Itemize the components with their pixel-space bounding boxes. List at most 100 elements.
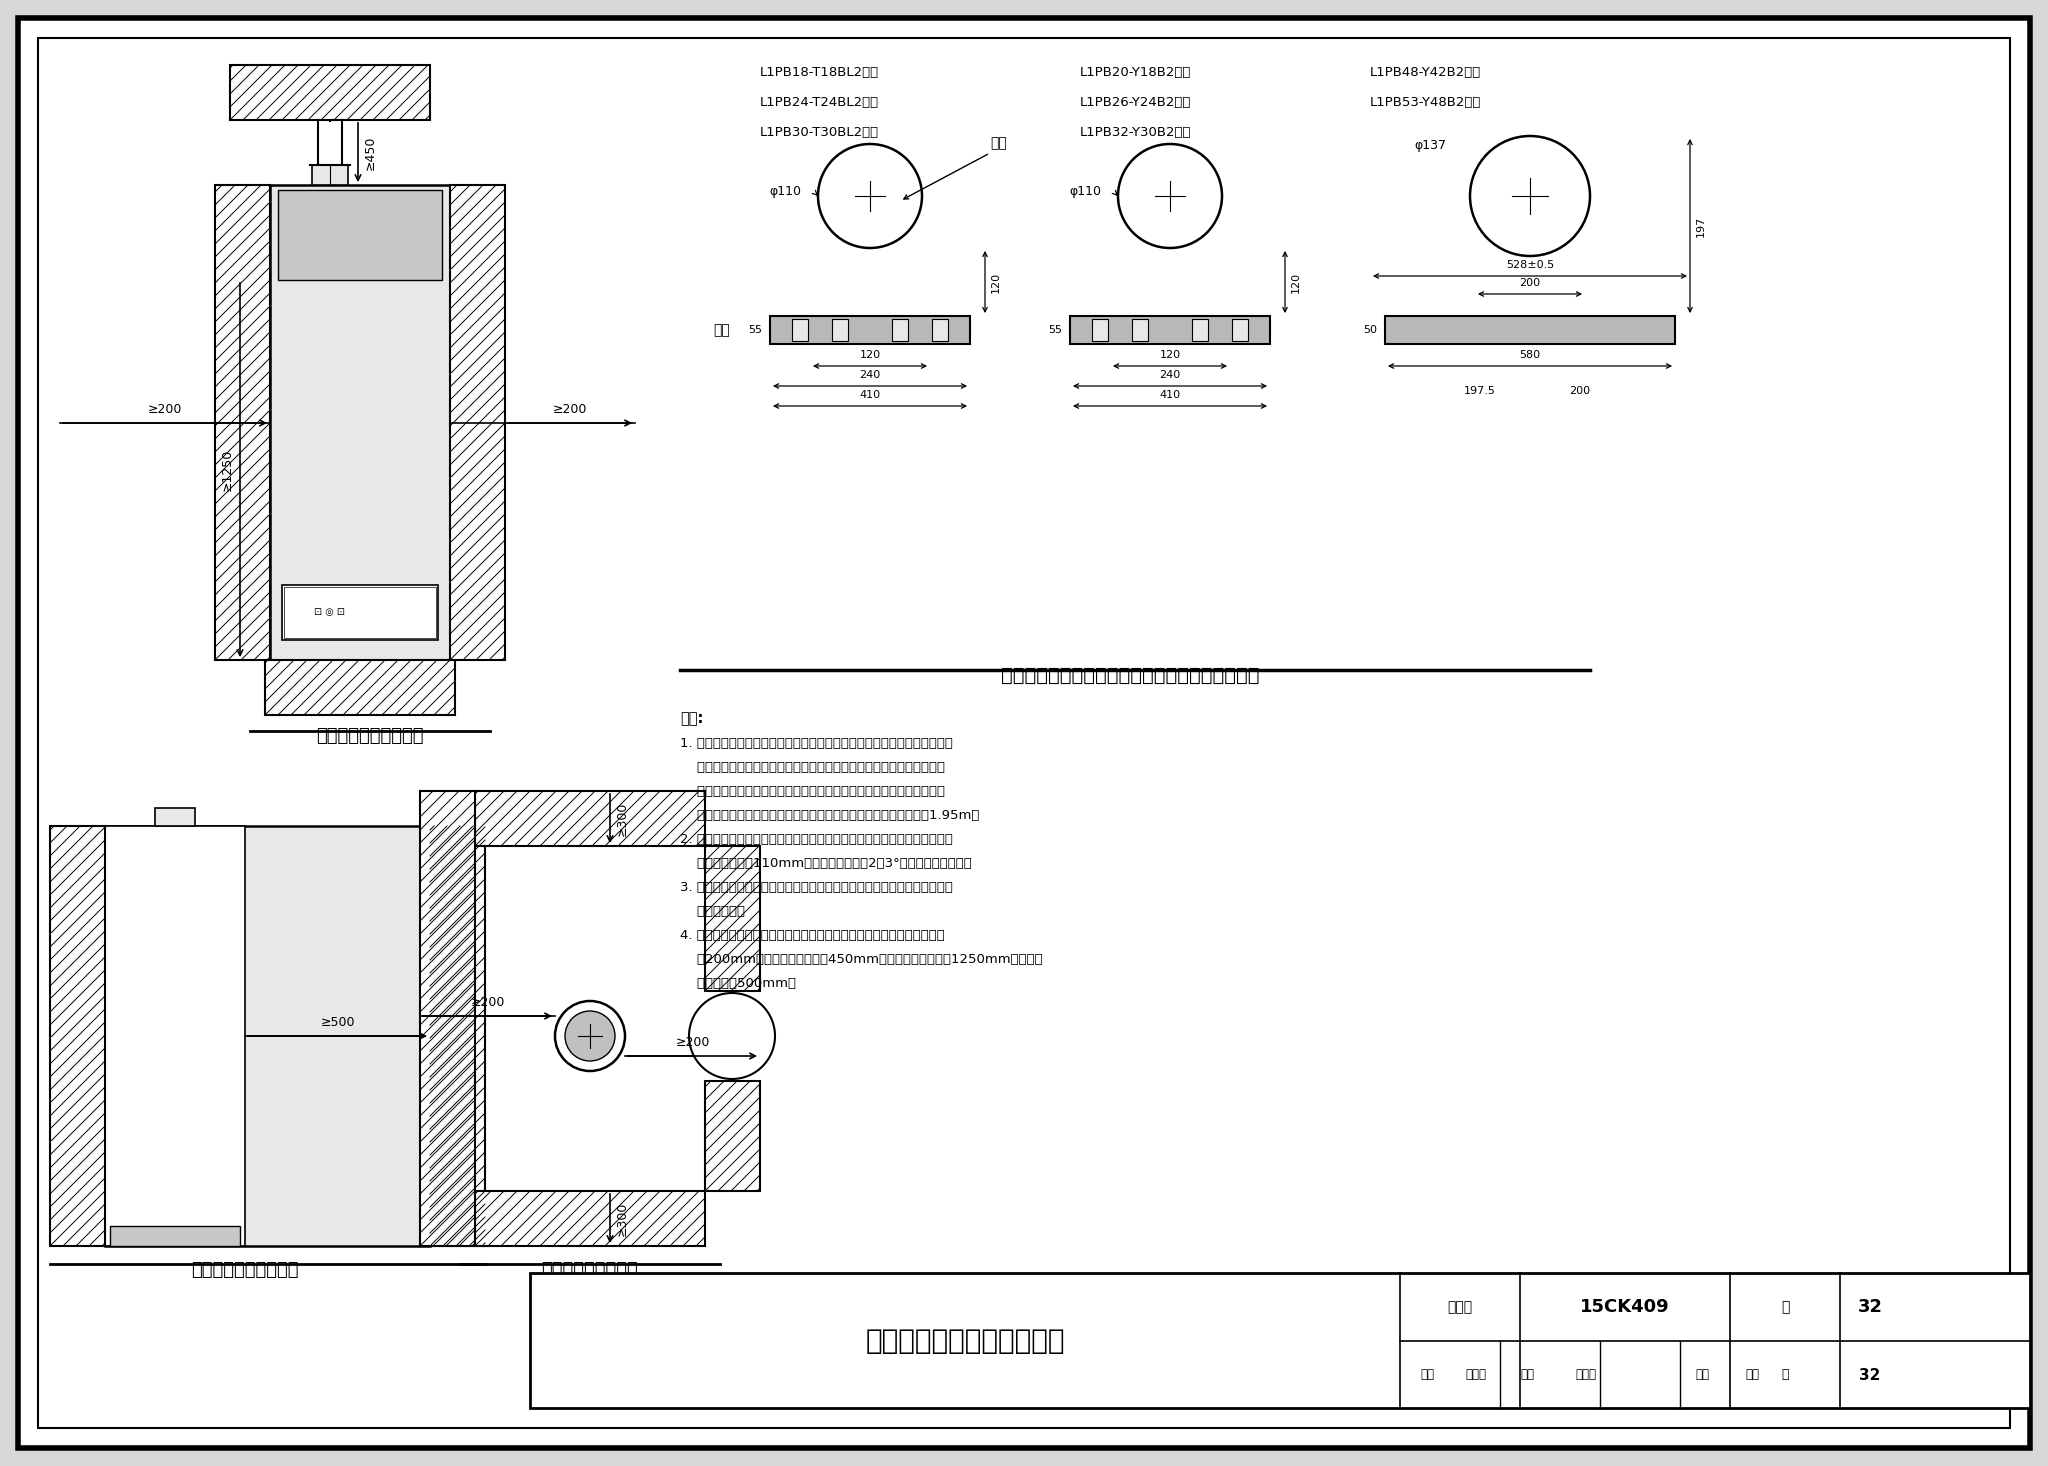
Text: 距不能小于500mm。: 距不能小于500mm。 bbox=[680, 976, 797, 990]
Text: 挂板: 挂板 bbox=[713, 323, 729, 337]
Text: 528±0.5: 528±0.5 bbox=[1505, 259, 1554, 270]
Bar bbox=[451, 185, 506, 660]
Bar bbox=[793, 320, 809, 342]
Text: 15CK409: 15CK409 bbox=[1581, 1297, 1669, 1316]
Text: ≥450: ≥450 bbox=[365, 135, 377, 170]
Bar bbox=[831, 320, 848, 342]
Bar bbox=[264, 660, 455, 715]
Text: 页: 页 bbox=[1782, 1300, 1790, 1314]
Text: 32: 32 bbox=[1860, 1368, 1880, 1382]
Text: φ110: φ110 bbox=[768, 185, 801, 198]
Bar bbox=[1092, 320, 1108, 342]
Text: 页: 页 bbox=[1782, 1368, 1788, 1381]
Text: ≥200: ≥200 bbox=[553, 403, 588, 416]
Circle shape bbox=[688, 992, 774, 1079]
Circle shape bbox=[1118, 144, 1223, 248]
Text: 燃气热水供暖炉安装示意图: 燃气热水供暖炉安装示意图 bbox=[864, 1327, 1065, 1355]
Bar bbox=[215, 185, 270, 660]
Bar bbox=[420, 792, 475, 1246]
Text: 于200mm；顶部间距不能小于450mm；底部间距不能小于1250mm；正面间: 于200mm；顶部间距不能小于450mm；底部间距不能小于1250mm；正面间 bbox=[680, 953, 1042, 966]
Text: 李红: 李红 bbox=[1745, 1368, 1759, 1381]
Text: 50: 50 bbox=[1364, 325, 1376, 336]
Text: 燃气热水供暖炉挂板尺寸及与墙洞相对位置示意图: 燃气热水供暖炉挂板尺寸及与墙洞相对位置示意图 bbox=[1001, 666, 1260, 685]
Text: ≥200: ≥200 bbox=[471, 995, 504, 1009]
Text: ≥500: ≥500 bbox=[319, 1016, 354, 1029]
Bar bbox=[104, 825, 430, 1246]
Text: 197: 197 bbox=[1696, 216, 1706, 236]
Text: 197.5: 197.5 bbox=[1464, 386, 1495, 396]
Circle shape bbox=[1470, 136, 1589, 257]
Text: 3. 挂装燃气热水供暖炉，把燃气热水供暖炉挂装到安装好的挂板上，并且确: 3. 挂装燃气热水供暖炉，把燃气热水供暖炉挂装到安装好的挂板上，并且确 bbox=[680, 881, 952, 894]
Bar bbox=[270, 185, 451, 660]
Text: 2. 开烟管墙洞，安装挂板固定在墙面上后，请按图所示在墙面上开排烟管墙: 2. 开烟管墙洞，安装挂板固定在墙面上后，请按图所示在墙面上开排烟管墙 bbox=[680, 833, 952, 846]
Text: 1. 安装固定挂板，为了方便燃气热水供暖炉的安装、维护，设备内特别加设: 1. 安装固定挂板，为了方便燃气热水供暖炉的安装、维护，设备内特别加设 bbox=[680, 737, 952, 751]
Text: 580: 580 bbox=[1520, 350, 1540, 361]
Text: 燃气热水供暖炉主视图: 燃气热水供暖炉主视图 bbox=[315, 727, 424, 745]
Text: 校对: 校对 bbox=[1520, 1368, 1534, 1381]
Bar bbox=[1192, 320, 1208, 342]
Text: 烟管平面定位尺寸图: 烟管平面定位尺寸图 bbox=[541, 1261, 639, 1278]
Bar bbox=[705, 846, 760, 991]
Text: ≥200: ≥200 bbox=[147, 403, 182, 416]
Text: 240: 240 bbox=[1159, 369, 1180, 380]
Bar bbox=[705, 1080, 760, 1190]
Text: 200: 200 bbox=[1520, 279, 1540, 287]
Text: L1PB30-T30BL2机型: L1PB30-T30BL2机型 bbox=[760, 126, 879, 139]
Bar bbox=[1384, 317, 1675, 345]
Bar bbox=[770, 317, 971, 345]
Bar bbox=[283, 585, 438, 641]
Text: 32: 32 bbox=[1858, 1297, 1882, 1316]
Text: φ137: φ137 bbox=[1413, 139, 1446, 152]
Circle shape bbox=[817, 144, 922, 248]
Bar bbox=[1133, 320, 1149, 342]
Bar bbox=[104, 825, 246, 1246]
Text: 200: 200 bbox=[1569, 386, 1591, 396]
Bar bbox=[932, 320, 948, 342]
Bar bbox=[111, 1226, 240, 1246]
Bar bbox=[279, 191, 442, 280]
Bar bbox=[156, 808, 195, 825]
Text: 410: 410 bbox=[1159, 390, 1180, 400]
Bar bbox=[1233, 320, 1247, 342]
Text: 240: 240 bbox=[860, 369, 881, 380]
Bar bbox=[229, 65, 430, 120]
Text: 4. 安装燃气热水供暖炉必须保留最小的维护空间，供暖炉侧面间距不能小: 4. 安装燃气热水供暖炉必须保留最小的维护空间，供暖炉侧面间距不能小 bbox=[680, 929, 944, 943]
Bar bbox=[475, 1190, 705, 1246]
Text: L1PB18-T18BL2机型: L1PB18-T18BL2机型 bbox=[760, 66, 879, 79]
Text: 设计: 设计 bbox=[1696, 1368, 1708, 1381]
Text: ≥1250: ≥1250 bbox=[221, 449, 233, 491]
Text: 墙洞: 墙洞 bbox=[989, 136, 1008, 150]
Text: 图集号: 图集号 bbox=[1448, 1300, 1473, 1314]
Text: L1PB20-Y18B2机型: L1PB20-Y18B2机型 bbox=[1079, 66, 1192, 79]
Text: 120: 120 bbox=[1290, 271, 1300, 293]
Text: 55: 55 bbox=[748, 325, 762, 336]
Bar bbox=[475, 792, 705, 846]
Text: 120: 120 bbox=[860, 350, 881, 361]
Text: 钟家淮: 钟家淮 bbox=[1464, 1368, 1487, 1381]
Bar bbox=[430, 825, 485, 1246]
Text: ≥300: ≥300 bbox=[616, 802, 629, 836]
Bar bbox=[49, 825, 104, 1246]
Text: 王柱小: 王柱小 bbox=[1575, 1368, 1595, 1381]
Bar bbox=[285, 586, 436, 638]
Text: 了挂板装置，在安装燃气热水供暖炉之前，先用挂板在墙面找好固定定: 了挂板装置，在安装燃气热水供暖炉之前，先用挂板在墙面找好固定定 bbox=[680, 761, 944, 774]
Text: 认悬挂牢靠。: 认悬挂牢靠。 bbox=[680, 905, 745, 918]
Text: 120: 120 bbox=[991, 271, 1001, 293]
Bar bbox=[1069, 317, 1270, 345]
Text: 55: 55 bbox=[1049, 325, 1063, 336]
Text: L1PB26-Y24B2机型: L1PB26-Y24B2机型 bbox=[1079, 95, 1192, 108]
Text: L1PB48-Y42B2机型: L1PB48-Y42B2机型 bbox=[1370, 66, 1481, 79]
Bar bbox=[311, 166, 348, 185]
Circle shape bbox=[565, 1012, 614, 1061]
Text: 说明:: 说明: bbox=[680, 711, 702, 726]
Text: L1PB24-T24BL2机型: L1PB24-T24BL2机型 bbox=[760, 95, 879, 108]
Text: ≥300: ≥300 bbox=[616, 1201, 629, 1236]
Text: 燃气热水供暖炉侧视图: 燃气热水供暖炉侧视图 bbox=[190, 1261, 299, 1278]
Text: ⊡ ◎ ⊡: ⊡ ◎ ⊡ bbox=[315, 607, 346, 617]
Text: 栓把挂板固定到墙面上，校正好水平度，挂板的高度距地不能小于1.95m。: 栓把挂板固定到墙面上，校正好水平度，挂板的高度距地不能小于1.95m。 bbox=[680, 809, 979, 822]
Bar bbox=[893, 320, 907, 342]
Text: 120: 120 bbox=[1159, 350, 1180, 361]
Text: 置，然后用钻孔工具在墙面上选好的位置钻两个孔，取附件内的膨胀螺: 置，然后用钻孔工具在墙面上选好的位置钻两个孔，取附件内的膨胀螺 bbox=[680, 784, 944, 798]
Text: ≥200: ≥200 bbox=[676, 1036, 711, 1050]
Text: 审核: 审核 bbox=[1419, 1368, 1434, 1381]
